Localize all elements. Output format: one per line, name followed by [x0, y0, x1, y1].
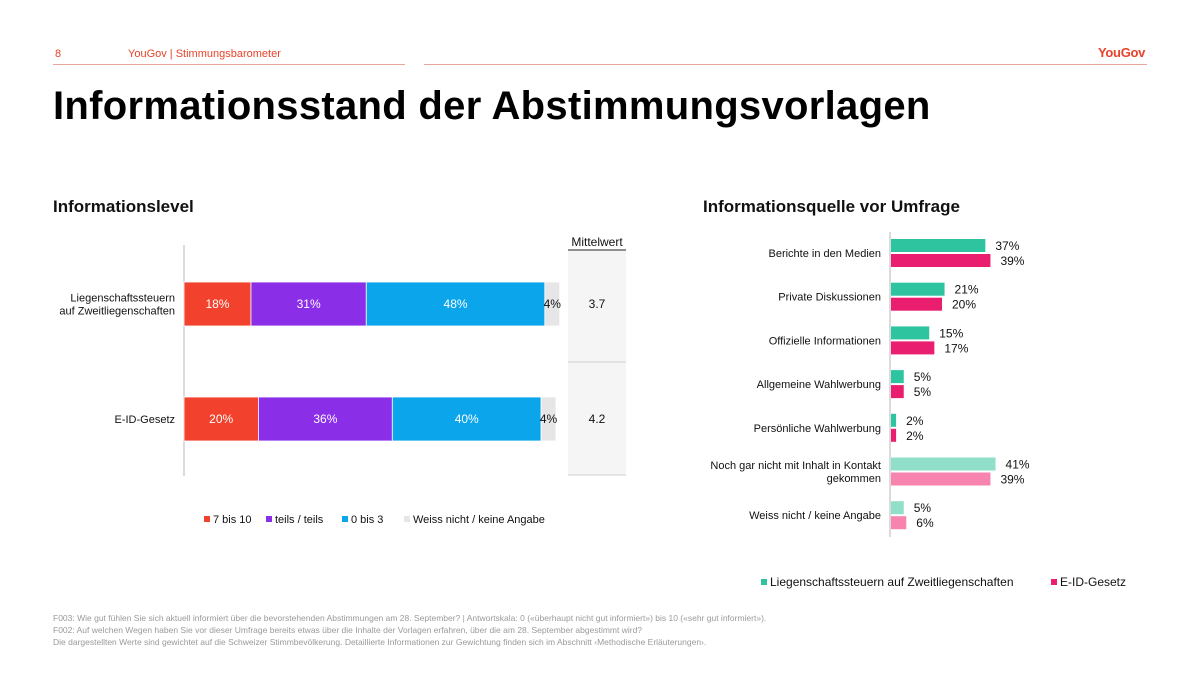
source-bar — [891, 297, 942, 311]
source-bar — [891, 457, 996, 471]
source-category-label-6: Weiss nicht / keine Angabe — [749, 510, 881, 522]
source-category-label-4: Persönliche Wahlwerbung — [754, 423, 881, 435]
source-bar — [891, 428, 897, 442]
legend-swatch — [1051, 579, 1057, 585]
source-data-label: 39% — [1000, 254, 1024, 268]
legend-swatch — [404, 516, 410, 522]
source-bar — [891, 472, 991, 486]
legend-swatch — [761, 579, 767, 585]
category-label-0: Liegenschaftssteuern auf Zweitliegenschaf… — [59, 293, 175, 318]
source-bar — [891, 341, 935, 355]
page-number: 8 — [55, 48, 62, 60]
stacked-bar-segment — [540, 396, 557, 442]
source-bar — [891, 239, 986, 252]
segment-data-label: 20% — [209, 412, 233, 426]
header-subtitle: YouGov | Stimmungsbarometer — [128, 48, 281, 60]
stacked-bar-segment — [391, 396, 542, 442]
segment-data-label: 18% — [205, 297, 229, 311]
source-data-label: 37% — [995, 239, 1019, 253]
category-label-line: auf Zweitliegenschaften — [59, 306, 175, 318]
mean-column-background — [568, 251, 626, 475]
source-category-label-2: Offizielle Informationen — [769, 335, 881, 347]
category-label-1: E-ID-Gesetz — [114, 414, 175, 426]
segment-data-label: 48% — [444, 297, 468, 311]
legend-label: teils / teils — [275, 514, 324, 526]
stacked-bar-segment — [544, 281, 561, 327]
source-data-label: 39% — [1000, 473, 1024, 487]
source-category-line: Noch gar nicht mit Inhalt in Kontakt — [710, 460, 881, 472]
source-bar — [891, 413, 897, 427]
source-data-label: 20% — [952, 298, 976, 312]
mean-header: Mittelwert — [571, 235, 623, 249]
source-bar — [891, 370, 904, 384]
source-category-line: Offizielle Informationen — [769, 335, 881, 347]
footnote-weighting: Die dargestellten Werte sind gewichtet a… — [53, 637, 707, 647]
legend-swatch — [204, 516, 210, 522]
source-category-line: Persönliche Wahlwerbung — [754, 423, 881, 435]
source-bar — [891, 254, 991, 267]
segment-data-label: 36% — [313, 412, 337, 426]
stacked-bar-segment — [365, 281, 546, 327]
source-data-label: 6% — [916, 516, 934, 530]
source-bar — [891, 326, 930, 340]
source-data-label: 2% — [906, 429, 924, 443]
footnote-f003: F003: Wie gut fühlen Sie sich aktuell in… — [53, 613, 767, 623]
source-data-label: 21% — [955, 283, 979, 297]
source-category-line: Berichte in den Medien — [768, 248, 881, 260]
category-label-line: Liegenschaftssteuern — [70, 293, 175, 305]
header-divider-left — [53, 64, 405, 65]
source-category-line: Allgemeine Wahlwerbung — [757, 379, 881, 391]
segment-data-label: 4% — [540, 412, 558, 426]
stacked-bar-segment — [257, 396, 393, 442]
legend-label: 0 bis 3 — [351, 514, 383, 526]
stacked-bar-segment — [250, 281, 367, 327]
source-bar — [891, 501, 904, 515]
source-data-label: 2% — [906, 414, 924, 428]
source-data-label: 5% — [914, 501, 932, 515]
segment-data-label: 4% — [544, 297, 562, 311]
legend-label: Liegenschaftssteuern auf Zweitliegenscha… — [770, 575, 1014, 589]
source-category-label-1: Private Diskussionen — [778, 292, 881, 304]
source-category-line: gekommen — [827, 473, 881, 485]
source-data-label: 17% — [944, 341, 968, 355]
source-data-label: 5% — [914, 370, 932, 384]
source-data-label: 41% — [1006, 458, 1030, 472]
page-title: Informationsstand der Abstimmungsvorlage… — [53, 84, 931, 128]
source-category-label-0: Berichte in den Medien — [768, 248, 881, 260]
info-source-title: Informationsquelle vor Umfrage — [703, 197, 960, 216]
segment-data-label: 40% — [455, 412, 479, 426]
legend-swatch — [342, 516, 348, 522]
source-bar — [891, 516, 907, 530]
source-category-line: Private Diskussionen — [778, 292, 881, 304]
legend-label: Weiss nicht / keine Angabe — [413, 514, 545, 526]
category-label-line: E-ID-Gesetz — [114, 414, 175, 426]
legend-swatch — [266, 516, 272, 522]
source-data-label: 5% — [914, 385, 932, 399]
legend-label: E-ID-Gesetz — [1060, 575, 1126, 589]
header-divider-right — [424, 64, 1147, 65]
source-bar — [891, 385, 904, 399]
segment-data-label: 31% — [297, 297, 321, 311]
mean-value: 4.2 — [589, 412, 606, 426]
info-level-title: Informationslevel — [53, 197, 194, 216]
yougov-logo: YouGov — [1098, 45, 1146, 60]
source-category-line: Weiss nicht / keine Angabe — [749, 510, 881, 522]
source-category-label-5: Noch gar nicht mit Inhalt in Kontakt geko… — [710, 460, 881, 485]
source-bar — [891, 282, 945, 296]
legend-label: 7 bis 10 — [213, 514, 252, 526]
stacked-bar-segment — [183, 396, 259, 442]
source-data-label: 15% — [939, 326, 963, 340]
source-category-label-3: Allgemeine Wahlwerbung — [757, 379, 881, 391]
mean-value: 3.7 — [589, 297, 606, 311]
stacked-bar-segment — [183, 281, 252, 327]
footnote-f002: F002: Auf welchen Wegen haben Sie vor di… — [53, 625, 643, 635]
